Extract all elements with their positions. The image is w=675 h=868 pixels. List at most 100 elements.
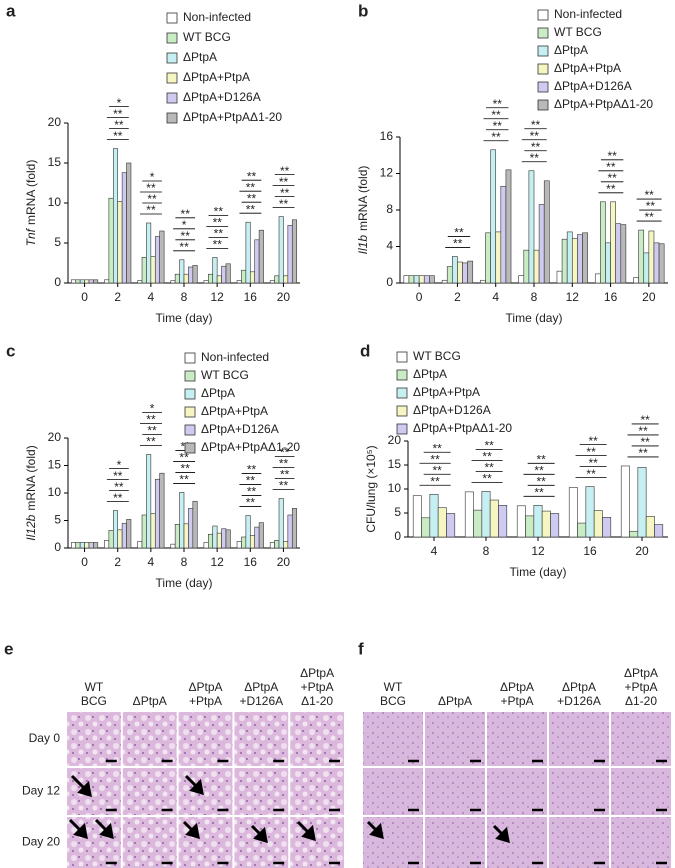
- x-tick-label: 20: [642, 290, 656, 304]
- significance-label: **: [113, 107, 123, 121]
- bar: [241, 536, 247, 549]
- significance-label: **: [214, 227, 224, 241]
- bar: [485, 232, 491, 284]
- significance-label: **: [179, 473, 189, 487]
- bar: [208, 273, 214, 284]
- bar: [174, 524, 180, 549]
- arrow-head: [495, 826, 510, 844]
- bar: [480, 279, 486, 284]
- arrow-head: [73, 822, 88, 840]
- significance-label: **: [534, 485, 544, 499]
- bar: [615, 223, 622, 284]
- x-tick-label: 20: [277, 290, 291, 304]
- legend-label: Non-infected: [201, 350, 269, 364]
- y-tick-label: 15: [48, 458, 62, 472]
- bar: [550, 513, 560, 538]
- bar: [150, 513, 156, 549]
- bar: [495, 231, 502, 284]
- panel-label: f: [358, 639, 364, 658]
- significance-label: **: [247, 191, 257, 205]
- y-tick-label: 0: [54, 540, 61, 554]
- bar: [79, 279, 85, 284]
- bar: [556, 270, 563, 284]
- x-tick-label: 4: [431, 544, 438, 558]
- bar: [437, 507, 447, 538]
- micrograph: [549, 817, 609, 868]
- legend-swatch: [166, 92, 178, 104]
- y-tick-label: 5: [54, 513, 61, 527]
- significance-label: **: [113, 491, 123, 505]
- x-tick-label: 0: [81, 555, 88, 569]
- significance-label: **: [454, 226, 464, 240]
- y-tick-label: 10: [48, 485, 62, 499]
- bar: [481, 491, 491, 538]
- significance-label: **: [247, 463, 257, 477]
- bar: [84, 542, 90, 549]
- bar: [643, 252, 650, 284]
- column-header: ΔPtpA: [562, 680, 596, 694]
- significance-label: **: [531, 140, 541, 154]
- significance-label: **: [606, 182, 616, 196]
- bar: [528, 170, 535, 284]
- row-label: Day 20: [22, 835, 60, 849]
- row-label: Day 0: [29, 731, 61, 745]
- bar: [637, 467, 647, 538]
- bar: [88, 542, 94, 549]
- bar: [154, 236, 160, 284]
- bar: [269, 280, 275, 284]
- bar: [577, 522, 587, 538]
- significance-label: **: [531, 118, 541, 132]
- legend-swatch: [537, 63, 549, 75]
- bar: [278, 216, 284, 284]
- micrograph: [178, 712, 233, 766]
- panel-label: c: [6, 341, 15, 360]
- column-header: ΔPtpA: [188, 680, 222, 694]
- legend-swatch: [166, 32, 178, 44]
- legend-swatch: [184, 352, 196, 364]
- bar: [88, 279, 94, 284]
- x-tick-label: 12: [566, 290, 580, 304]
- significance-label: **: [453, 237, 463, 251]
- bar: [541, 510, 551, 538]
- bar: [258, 522, 264, 549]
- micrograph: [487, 712, 547, 766]
- y-axis-label: Il1b mRNA (fold): [356, 166, 370, 255]
- legend-label: ΔPtpA+PtpA: [183, 70, 250, 84]
- bar: [505, 169, 512, 284]
- legend-swatch: [396, 369, 408, 381]
- legend-swatch: [537, 99, 549, 111]
- significance-label: **: [607, 171, 617, 185]
- bar: [498, 505, 508, 538]
- significance-label: **: [432, 441, 442, 455]
- significance-label: **: [181, 207, 191, 221]
- bar: [225, 263, 231, 284]
- column-header: ΔPtpA: [133, 694, 167, 708]
- micrograph: [234, 712, 289, 766]
- bar: [208, 533, 214, 549]
- bar: [203, 542, 209, 549]
- significance-label: **: [484, 461, 494, 475]
- y-axis-label: Tnf mRNA (fold): [24, 160, 38, 247]
- bar: [593, 510, 603, 538]
- column-header: +D126A: [557, 694, 601, 708]
- bar: [150, 256, 156, 284]
- significance-label: **: [279, 197, 289, 211]
- bar: [108, 197, 114, 284]
- significance-label: **: [530, 151, 540, 165]
- significance-label: **: [530, 129, 540, 143]
- bar: [221, 265, 227, 284]
- bar: [203, 280, 209, 284]
- significance-label: **: [113, 129, 123, 143]
- micrograph: [611, 768, 671, 815]
- bar: [571, 237, 578, 284]
- y-tick-label: 20: [388, 433, 402, 447]
- micrograph: [290, 768, 344, 815]
- legend-label: Non-infected: [554, 7, 622, 21]
- arrow-head: [301, 824, 316, 842]
- micrograph: [363, 768, 423, 815]
- micrograph: [425, 768, 485, 815]
- bar: [258, 229, 264, 284]
- bar: [525, 515, 535, 538]
- bar: [112, 510, 119, 549]
- significance-label: **: [279, 457, 289, 471]
